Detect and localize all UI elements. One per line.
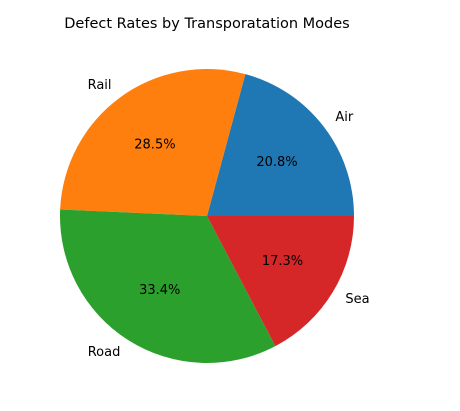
slice-label-air: Air: [335, 110, 354, 125]
chart-title: Defect Rates by Transporatation Modes: [64, 16, 349, 32]
pie-labels: Air 20.8% Rail 28.5% Road 33.4% Sea 17.3%: [88, 78, 370, 360]
pie-slice-sea: [207, 216, 354, 347]
slice-label-rail: Rail: [88, 78, 112, 93]
pie-slice-rail: [60, 69, 246, 216]
pct-label-sea: 17.3%: [262, 254, 303, 269]
pie-slices: [59, 69, 354, 364]
pct-label-air: 20.8%: [256, 155, 297, 170]
pct-label-rail: 28.5%: [134, 137, 175, 152]
pie-slice-air: [207, 74, 354, 216]
slice-label-road: Road: [88, 345, 121, 360]
slice-label-sea: Sea: [345, 292, 369, 307]
pie-slice-road: [59, 209, 276, 364]
pct-label-road: 33.4%: [139, 283, 180, 298]
